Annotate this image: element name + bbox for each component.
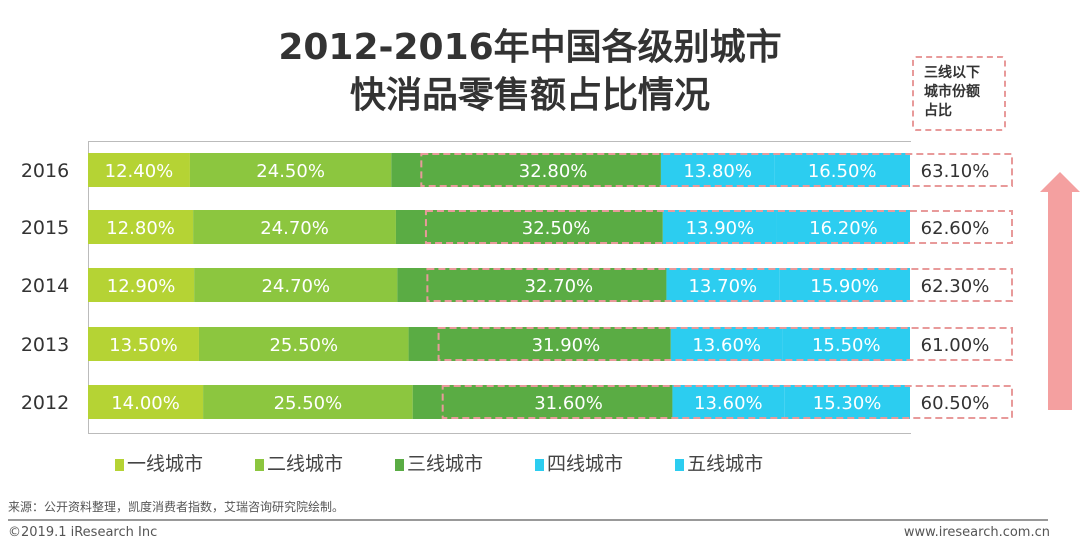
bar-segment [779,268,910,302]
legend-label: 五线城市 [687,453,764,475]
legend-label: 四线城市 [547,453,624,475]
data-label: 32.50% [522,218,591,239]
trend-up-arrow-icon [1040,172,1080,410]
data-label: 13.60% [692,335,761,356]
share-label: 61.00% [921,335,990,356]
bar-segment [194,268,398,302]
source-note: 来源：公开资料整理，凯度消费者指数，艾瑞咨询研究院绘制。 [8,500,345,514]
legend-swatch [395,458,405,471]
legend-label: 一线城市 [127,453,204,475]
data-label: 13.90% [686,218,755,239]
bar-segment [774,153,910,187]
share-label: 63.10% [921,161,990,182]
highlight-box [441,385,1013,419]
bar-segment [198,327,409,361]
data-label: 25.50% [269,335,338,356]
bar-segment [662,210,777,244]
year-label: 2015 [21,217,69,239]
share-label: 62.30% [921,276,990,297]
data-label: 32.70% [524,276,593,297]
legend-label: 三线城市 [407,453,484,475]
year-label: 2016 [21,160,69,182]
legend: 一线城市 二线城市 三线城市 四线城市 五线城市 [115,449,763,476]
highlight-box [426,268,1013,302]
chart-title-line2: 快消品零售额占比情况 [349,75,710,116]
legend-swatch [255,458,265,471]
share-label: 60.50% [921,393,990,414]
data-label: 16.20% [809,218,878,239]
data-label: 24.70% [261,276,330,297]
data-label: 12.90% [107,276,176,297]
share-header: 三线以下 城市份额 占比 [912,56,1006,131]
share-header-line: 城市份额 [924,84,980,100]
data-label: 25.50% [274,393,343,414]
bar-segment [391,153,661,187]
data-label: 15.50% [812,335,881,356]
bar-segment [782,327,910,361]
data-label: 31.60% [534,393,603,414]
bar-segment [666,268,780,302]
bar-segment [88,327,199,361]
data-label: 15.90% [810,276,879,297]
bar-segment [88,153,190,187]
copyright: ©2019.1 iResearch Inc [8,525,158,540]
data-label: 31.90% [532,335,601,356]
bar-segment [397,268,667,302]
bar-segment [670,327,783,361]
legend-item: 三线城市 [395,449,483,476]
bar-segment [88,268,195,302]
share-header-line: 三线以下 [924,65,980,81]
legend-item: 二线城市 [255,449,343,476]
data-label: 13.80% [683,161,752,182]
data-label: 12.80% [106,218,175,239]
chart-title-line1: 2012-2016年中国各级别城市 [278,27,782,68]
data-label: 14.00% [111,393,180,414]
website: www.iresearch.com.cn [903,525,1050,540]
data-label: 13.50% [109,335,178,356]
bar-segment [412,385,673,419]
bar-segment [88,385,204,419]
bar-segment [784,385,910,419]
data-label: 24.50% [256,161,325,182]
year-label: 2012 [21,392,69,414]
data-label: 16.50% [808,161,877,182]
year-label: 2013 [21,334,69,356]
bar-segment [189,153,392,187]
highlight-box [420,153,1013,187]
bar-segment [203,385,413,419]
data-label: 24.70% [260,218,329,239]
data-label: 12.40% [105,161,174,182]
legend-item: 一线城市 [115,449,203,476]
bar-segment [193,210,396,244]
bar-segment [776,210,910,244]
legend-label: 二线城市 [267,453,344,475]
legend-swatch [675,458,685,471]
data-label: 13.60% [694,393,763,414]
data-label: 32.80% [519,161,588,182]
data-label: 13.70% [688,276,757,297]
data-label: 15.30% [813,393,882,414]
bar-segment [395,210,663,244]
bar-segment [672,385,785,419]
legend-swatch [535,458,545,471]
share-label: 62.60% [921,218,990,239]
footer-divider [8,519,1048,521]
legend-item: 五线城市 [675,449,763,476]
legend-item: 四线城市 [535,449,623,476]
share-header-line: 占比 [924,103,952,119]
bar-segment [88,210,194,244]
highlight-box [437,327,1013,361]
bar-segment [660,153,775,187]
legend-swatch [115,458,124,471]
bar-segment [408,327,671,361]
year-label: 2014 [21,275,69,297]
